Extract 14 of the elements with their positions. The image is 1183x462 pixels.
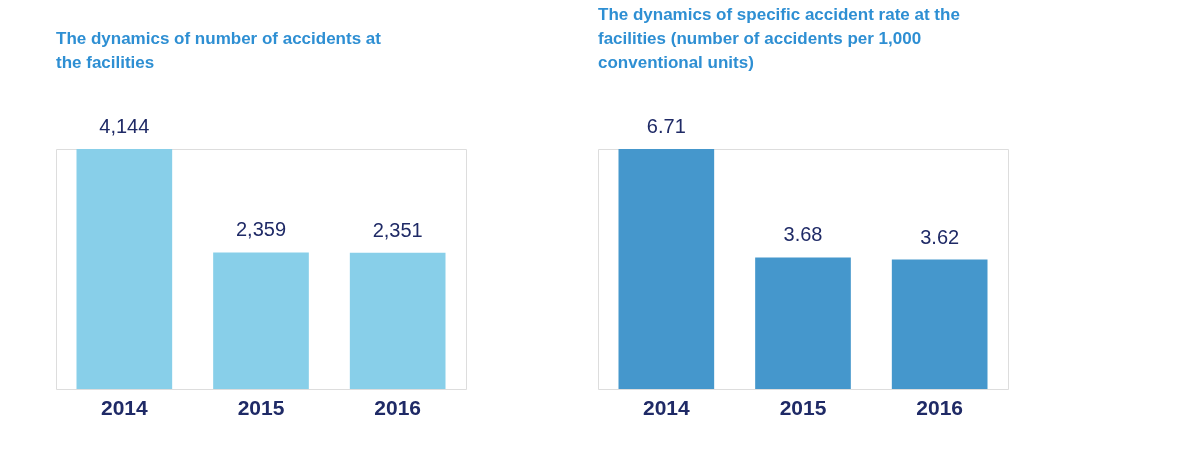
data-label: 6.71 xyxy=(646,115,686,137)
data-label: 2,359 xyxy=(235,218,287,241)
x-tick-label: 2014 xyxy=(100,395,149,419)
x-tick-label: 2015 xyxy=(779,395,827,419)
chart-title: The dynamics of specific accident rate at the facilities (number of accidents per 1,000 conventional units) xyxy=(598,5,960,72)
data-label: 3.62 xyxy=(920,225,960,248)
chart-title: The dynamics of number of accidents at the facilities xyxy=(56,29,382,72)
data-label: 2,351 xyxy=(372,218,423,241)
data-label: 4,144 xyxy=(99,115,150,137)
x-tick-label: 2016 xyxy=(916,395,964,419)
data-label: 3.68 xyxy=(783,223,823,246)
x-tick-label: 2016 xyxy=(374,395,422,419)
x-tick-label: 2014 xyxy=(642,395,691,419)
x-tick-label: 2015 xyxy=(237,395,285,419)
